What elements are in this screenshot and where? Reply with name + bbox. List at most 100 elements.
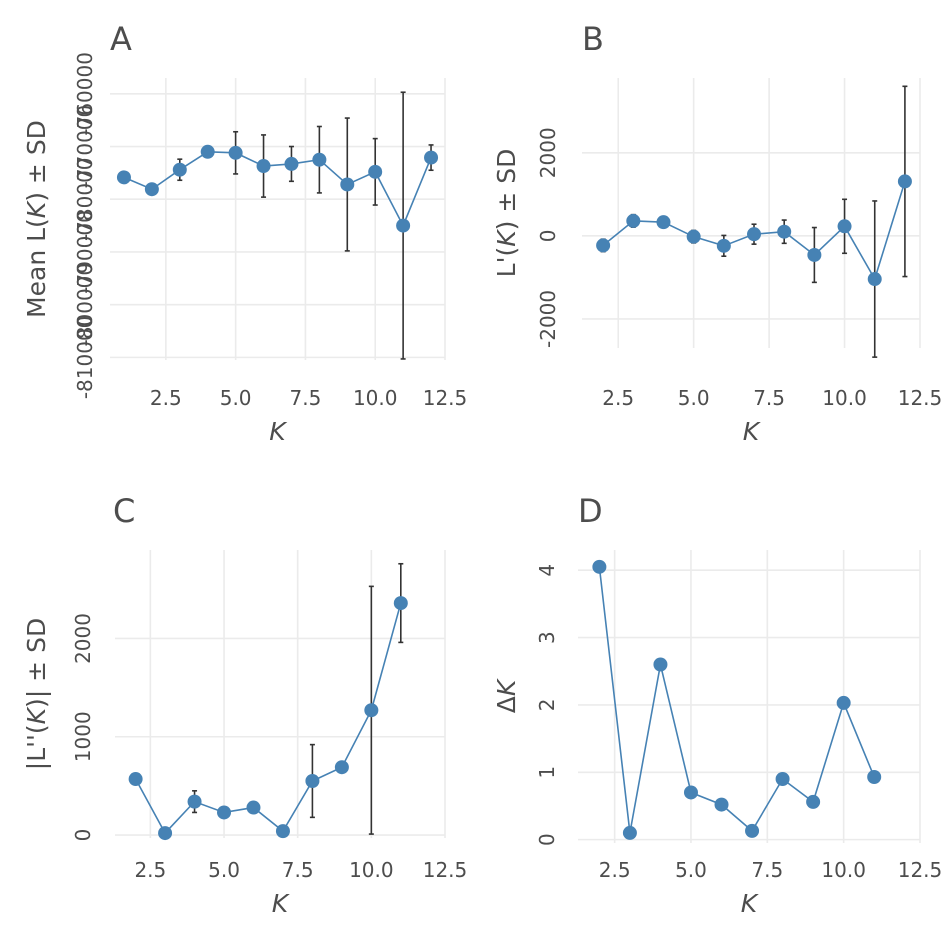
x-tick-label: 7.5 (282, 858, 314, 882)
data-point (683, 785, 698, 800)
data-point (368, 164, 383, 179)
data-point (275, 824, 290, 839)
data-point (217, 805, 232, 820)
series-line (134, 602, 402, 835)
series-line (598, 566, 875, 834)
data-point (807, 247, 822, 262)
data-point (656, 215, 671, 230)
data-point (747, 227, 762, 242)
data-point (340, 177, 355, 192)
x-tick-label: 12.5 (898, 858, 943, 882)
y-tick-label: -770000 (73, 105, 97, 189)
y-tick-label: 0 (71, 829, 95, 842)
x-tick-label: 5.0 (678, 386, 710, 410)
x-axis-title: K (743, 417, 762, 446)
y-tick-label: 3 (535, 631, 559, 644)
data-point (775, 772, 790, 787)
x-tick-label: 7.5 (753, 386, 785, 410)
data-point (653, 657, 668, 672)
data-point (246, 800, 261, 815)
data-point (836, 695, 851, 710)
y-tick-label: 2000 (536, 127, 560, 178)
x-tick-label: 5.0 (220, 386, 252, 410)
data-point (716, 238, 731, 253)
data-point (158, 826, 173, 841)
y-tick-label: 1000 (71, 711, 95, 762)
x-tick-label: 7.5 (290, 386, 322, 410)
data-point (144, 182, 159, 197)
y-tick-label: 0 (535, 833, 559, 846)
data-point (592, 559, 607, 574)
data-point (364, 703, 379, 718)
x-tick-label: 5.0 (208, 858, 240, 882)
panel-tag: A (110, 20, 132, 58)
x-tick-label: 2.5 (599, 858, 631, 882)
data-point (228, 145, 243, 160)
x-axis-title: K (269, 417, 288, 446)
data-point (745, 823, 760, 838)
y-tick-label: -780000 (73, 157, 97, 241)
data-point (837, 219, 852, 234)
y-tick-label: 2000 (71, 613, 95, 664)
x-tick-label: 5.0 (675, 858, 707, 882)
x-tick-label: 12.5 (898, 386, 943, 410)
panel-a: 2.5 5.0 7.5 10.0 12.5-810000-800000-790000-7… (22, 20, 467, 446)
y-tick-label: 4 (535, 564, 559, 577)
x-tick-label: 7.5 (751, 858, 783, 882)
panel-tag: D (578, 492, 603, 530)
y-tick-label: 1 (535, 766, 559, 779)
data-point (116, 170, 131, 185)
data-point (200, 144, 215, 159)
x-axis-title: K (741, 889, 760, 918)
data-point (284, 156, 299, 171)
data-point (305, 773, 320, 788)
data-point (424, 150, 439, 165)
y-axis-title: Mean L(K) ± SD (22, 120, 51, 318)
data-point (714, 797, 729, 812)
series-line (123, 150, 432, 228)
x-tick-label: 2.5 (134, 858, 166, 882)
x-tick-label: 2.5 (150, 386, 182, 410)
panel-c: 2.5 5.0 7.5 10.0 12.5 0 1000 2000 K |L''(K)| ± SD… (22, 492, 467, 918)
y-tick-label: -790000 (73, 210, 97, 294)
y-tick-label: 0 (536, 229, 560, 242)
data-point (256, 159, 271, 174)
y-tick-label: -800000 (73, 263, 97, 347)
data-point (172, 162, 187, 177)
y-axis-title: |L''(K)| ± SD (22, 618, 51, 770)
x-tick-label: 2.5 (602, 386, 634, 410)
x-tick-label: 10.0 (822, 386, 867, 410)
data-point (867, 769, 882, 784)
panel-tag: C (113, 492, 135, 530)
x-tick-label: 10.0 (821, 858, 866, 882)
data-point (626, 213, 641, 228)
x-axis-title: K (272, 889, 291, 918)
x-tick-label: 12.5 (423, 858, 468, 882)
data-point (187, 794, 202, 809)
data-point (897, 174, 912, 189)
data-point (334, 760, 349, 775)
data-point (596, 238, 611, 253)
data-point (806, 794, 821, 809)
panel-tag: B (582, 20, 604, 58)
data-point (622, 825, 637, 840)
x-tick-label: 10.0 (349, 858, 394, 882)
data-point (777, 224, 792, 239)
y-axis-title: L'(K) ± SD (492, 149, 521, 278)
y-tick-label: -2000 (536, 290, 560, 348)
y-tick-label: -810000 (73, 316, 97, 400)
data-point (312, 152, 327, 167)
y-tick-label: -760000 (73, 52, 97, 136)
panel-d: 2.5 5.0 7.5 10.0 12.5 0 1 2 3 4 K ΔK D (492, 492, 942, 918)
x-tick-label: 10.0 (353, 386, 398, 410)
data-point (867, 272, 882, 287)
data-point (393, 596, 408, 611)
data-point (686, 229, 701, 244)
data-point (396, 218, 411, 233)
data-point (128, 772, 143, 787)
y-tick-label: 2 (535, 699, 559, 712)
panel-b: 2.5 5.0 7.5 10.0 12.5 -2000 0 2000 K L'(K) ± SD B (492, 20, 942, 446)
y-axis-title: ΔK (492, 677, 521, 713)
x-tick-label: 12.5 (423, 386, 468, 410)
